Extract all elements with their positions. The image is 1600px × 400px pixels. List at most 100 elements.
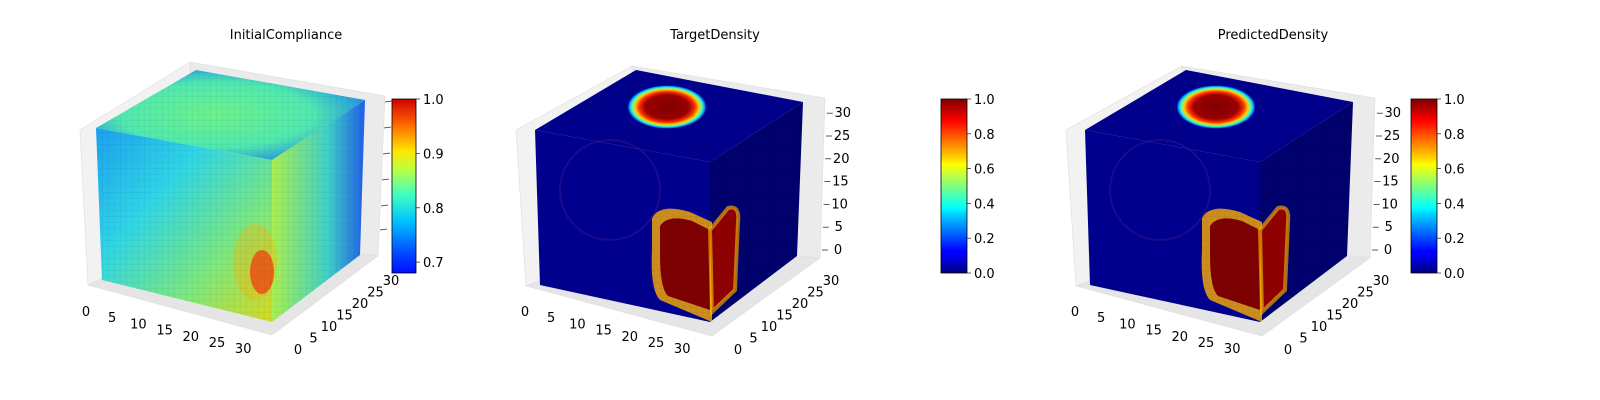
colorbar-tick-label: 1.0 [1444, 93, 1465, 108]
x-tick-label: 30 [674, 342, 691, 357]
colorbar-tick-label: 0.6 [1444, 163, 1465, 178]
y-tick-label: 15 [776, 309, 793, 324]
colorbar-tick-label: 1.0 [423, 93, 444, 108]
y-tick-label: 10 [761, 320, 778, 335]
colorbar-ticks: 0.0 0.2 0.4 0.6 0.8 1.0 [967, 93, 995, 282]
x-axis-ticks: 0 5 10 15 20 25 30 [521, 305, 691, 357]
x-tick-label: 5 [108, 311, 116, 326]
colorbar [1410, 98, 1438, 274]
x-tick-label: 20 [622, 330, 639, 345]
colorbar-tick-label: 0.0 [974, 267, 995, 282]
x-axis-ticks: 0 5 10 15 20 25 30 [1071, 305, 1241, 357]
cube-front-face-grid [96, 128, 272, 322]
x-tick-label: 30 [235, 342, 252, 357]
y-tick-label: 30 [383, 274, 400, 289]
y-tick-label: 15 [336, 309, 353, 324]
x-tick-label: 25 [1198, 336, 1215, 351]
y-tick-label: 0 [1284, 343, 1292, 358]
z-tick-label: 30 [1385, 106, 1402, 121]
y-tick-label: 5 [749, 332, 757, 347]
y-tick-label: 30 [823, 274, 840, 289]
z-tick-label: 0 [1384, 243, 1392, 258]
y-tick-label: 25 [1357, 286, 1374, 301]
y-tick-label: 10 [1311, 320, 1328, 335]
colorbar-tick-label: 0.4 [974, 197, 995, 212]
colorbar-tick-label: 0.8 [974, 128, 995, 143]
panel-title-predicted-density: PredictedDensity [1218, 28, 1329, 43]
z-tick-label: 20 [833, 152, 850, 167]
y-tick-label: 20 [1342, 297, 1359, 312]
x-tick-label: 5 [1097, 311, 1105, 326]
z-tick-label: 0 [834, 243, 842, 258]
cube-top-face-grid [96, 70, 365, 160]
colorbar-tick-label: 0.7 [423, 256, 444, 271]
z-tick-label: 25 [834, 129, 851, 144]
z-tick-label: 20 [1383, 152, 1400, 167]
colorbar-tick-label: 0.2 [974, 232, 995, 247]
y-tick-label: 25 [367, 286, 384, 301]
cube-front-face-grid [1085, 130, 1260, 322]
x-tick-label: 25 [648, 336, 665, 351]
panel-title-target-density: TargetDensity [669, 28, 760, 43]
colorbar-ticks: 0.7 0.8 0.9 1.0 [416, 93, 444, 271]
y-tick-label: 20 [352, 297, 369, 312]
cube-side-face-grid [1260, 102, 1353, 322]
y-tick-label: 5 [1299, 332, 1307, 347]
cube-side-face-grid [272, 100, 365, 322]
colorbar [940, 98, 968, 274]
cube-front-face-grid [535, 130, 710, 322]
y-tick-label: 20 [792, 297, 809, 312]
x-tick-label: 10 [1119, 317, 1136, 332]
top-hotspot [627, 85, 707, 129]
y-tick-label: 0 [734, 343, 742, 358]
colorbar-tick-label: 0.6 [974, 163, 995, 178]
top-hotspot [1176, 85, 1256, 129]
z-tick-label: 25 [1384, 129, 1401, 144]
z-tick-label: 5 [835, 220, 843, 235]
x-tick-label: 10 [130, 317, 147, 332]
x-tick-label: 15 [1145, 324, 1162, 339]
z-axis-ticks [379, 100, 393, 231]
x-tick-label: 15 [595, 324, 612, 339]
x-tick-label: 5 [547, 311, 555, 326]
y-tick-label: 5 [309, 332, 317, 347]
z-tick-label: 15 [1382, 175, 1399, 190]
x-tick-label: 15 [156, 324, 173, 339]
colorbar-tick-label: 1.0 [974, 93, 995, 108]
y-tick-label: 0 [294, 343, 302, 358]
x-tick-label: 30 [1224, 342, 1241, 357]
x-tick-label: 0 [1071, 305, 1079, 320]
colorbar [391, 98, 417, 274]
z-tick-label: 30 [835, 106, 852, 121]
z-axis-ticks: 0 5 10 15 20 25 30 [822, 106, 851, 258]
y-tick-label: 25 [807, 286, 824, 301]
y-tick-label: 10 [321, 320, 338, 335]
colorbar-tick-label: 0.8 [1444, 128, 1465, 143]
colorbar-tick-label: 0.0 [1444, 267, 1465, 282]
colorbar-tick-label: 0.4 [1444, 197, 1465, 212]
x-axis-ticks: 0 5 10 15 20 25 30 [82, 305, 252, 357]
z-tick-label: 5 [1385, 220, 1393, 235]
z-tick-label: 10 [1381, 197, 1398, 212]
x-tick-label: 0 [82, 305, 90, 320]
y-tick-label: 15 [1326, 309, 1343, 324]
y-tick-label: 30 [1373, 274, 1390, 289]
panel-title-initial-compliance: InitialCompliance [230, 28, 343, 43]
colorbar-tick-label: 0.9 [423, 147, 444, 162]
x-tick-label: 0 [521, 305, 529, 320]
x-tick-label: 10 [569, 317, 586, 332]
z-tick-label: 15 [832, 175, 849, 190]
x-tick-label: 20 [1172, 330, 1189, 345]
colorbar-tick-label: 0.8 [423, 202, 444, 217]
colorbar-tick-label: 0.2 [1444, 232, 1465, 247]
colorbar-ticks: 0.0 0.2 0.4 0.6 0.8 1.0 [1437, 93, 1465, 282]
cube-side-face-grid [710, 102, 803, 322]
x-tick-label: 20 [183, 330, 200, 345]
